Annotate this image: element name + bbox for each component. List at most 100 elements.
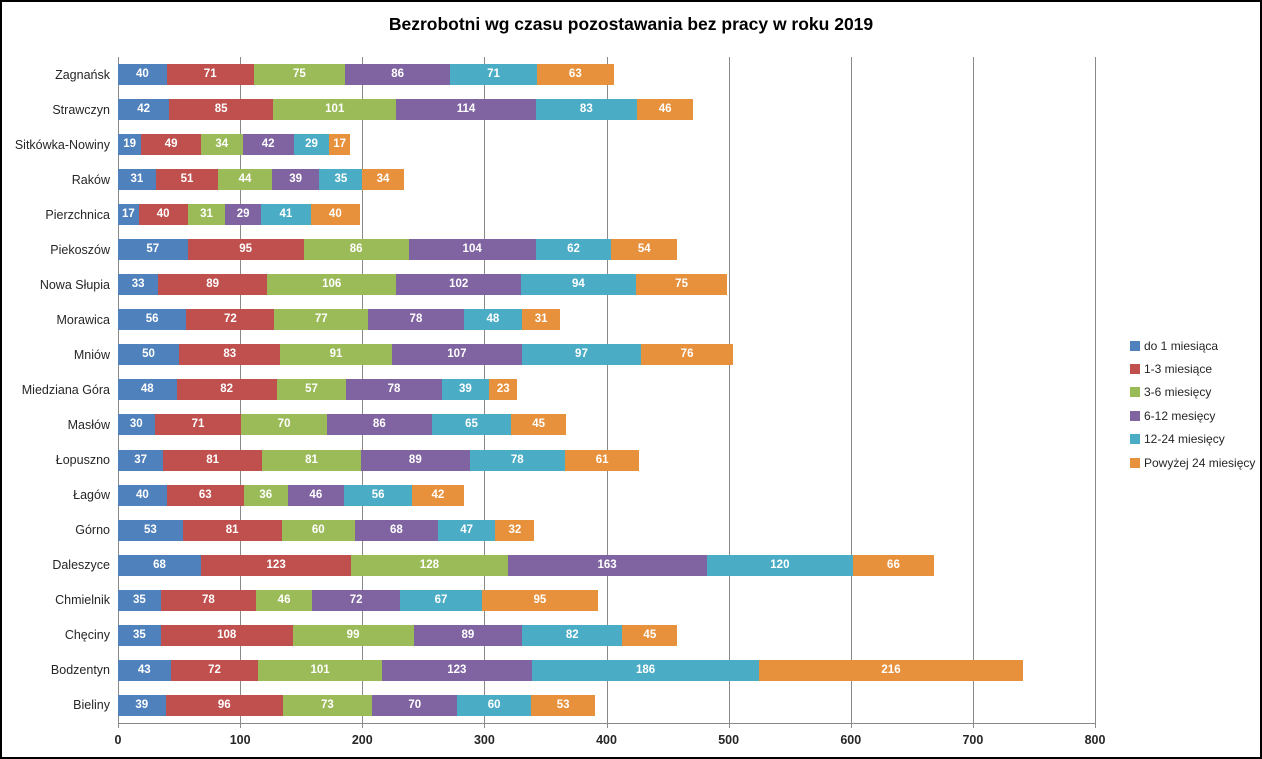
value-label: 83 <box>223 348 237 361</box>
bar-segment: 35 <box>118 589 161 611</box>
bar-segment: 49 <box>141 134 202 156</box>
bar-segment: 33 <box>118 274 159 296</box>
stacked-bar: 39 96 73 70 60 53 <box>118 694 596 716</box>
value-label: 82 <box>565 628 579 641</box>
x-tick-label: 200 <box>351 733 373 747</box>
value-label: 50 <box>142 348 155 361</box>
bar-segment: 120 <box>706 554 854 576</box>
bar-segment: 48 <box>463 309 523 331</box>
category-label: Chęciny <box>64 628 110 643</box>
bar-segment: 40 <box>138 204 188 226</box>
bar-segment: 50 <box>118 344 180 366</box>
x-tick-label: 800 <box>1084 733 1106 747</box>
bar-segment: 32 <box>495 519 535 541</box>
value-label: 70 <box>277 418 291 431</box>
value-label: 123 <box>266 558 286 571</box>
stacked-bar: 42 85 101 114 83 46 <box>118 99 694 121</box>
value-label: 40 <box>328 208 342 221</box>
bar-segment: 31 <box>522 309 561 331</box>
value-label: 216 <box>881 663 901 676</box>
bar-segment: 72 <box>170 659 259 681</box>
bar-segment: 89 <box>158 274 267 296</box>
value-label: 39 <box>289 173 303 186</box>
bar-segment: 99 <box>292 624 414 646</box>
bar-segment: 66 <box>853 554 934 576</box>
bar-segment: 91 <box>280 344 392 366</box>
bar-segment: 65 <box>431 414 512 436</box>
bar-segment: 86 <box>326 414 432 436</box>
value-label: 54 <box>637 243 651 256</box>
bar-segment: 186 <box>531 659 760 681</box>
bar-segment: 29 <box>225 204 261 226</box>
bar-segment: 82 <box>176 379 277 401</box>
bar-segment: 61 <box>564 449 640 471</box>
value-label: 56 <box>145 313 159 326</box>
value-label: 99 <box>346 628 360 641</box>
value-label: 120 <box>770 558 790 571</box>
bar-segment: 39 <box>271 169 320 191</box>
bar-segment: 68 <box>354 519 438 541</box>
bar-segment: 53 <box>118 519 183 541</box>
bar-segment: 31 <box>187 204 226 226</box>
bar-segment: 216 <box>759 659 1023 681</box>
legend-swatch <box>1130 340 1140 351</box>
category-label: Miedziana Góra <box>21 382 110 397</box>
category-label: Sitkówka-Nowiny <box>14 137 110 152</box>
value-label: 86 <box>349 243 363 256</box>
value-label: 78 <box>201 593 215 606</box>
category-label: Pierzchnica <box>45 207 110 222</box>
bar-row: 43 72 101 123 186 216 <box>118 653 1095 688</box>
stacked-bar: 19 49 34 42 29 17 <box>118 134 350 156</box>
x-axis-tick <box>484 723 486 728</box>
value-label: 34 <box>376 173 390 186</box>
value-label: 39 <box>459 383 472 396</box>
x-axis-tick <box>850 723 852 728</box>
bar-segment: 94 <box>520 274 636 296</box>
value-label: 89 <box>206 278 220 291</box>
stacked-bar: 37 81 81 89 78 61 <box>118 449 640 471</box>
category-label: Chmielnik <box>55 593 110 608</box>
bar-segment: 40 <box>118 484 167 506</box>
value-label: 70 <box>408 698 422 711</box>
value-label: 101 <box>310 663 330 676</box>
bar-segment: 89 <box>360 449 470 471</box>
value-label: 57 <box>305 383 318 396</box>
bar-segment: 102 <box>396 274 521 296</box>
value-label: 31 <box>130 173 144 186</box>
stacked-bar: 35 108 99 89 82 45 <box>118 624 678 646</box>
value-label: 42 <box>261 138 275 151</box>
legend-item: 6-12 mesięcy <box>1130 404 1255 427</box>
value-label: 53 <box>143 523 157 536</box>
gridline <box>606 57 608 723</box>
bar-segment: 97 <box>522 344 641 366</box>
value-label: 39 <box>135 698 149 711</box>
bar-segment: 77 <box>274 309 369 331</box>
bar-segment: 34 <box>362 169 404 191</box>
bar-segment: 44 <box>218 169 272 191</box>
bar-segment: 39 <box>441 379 490 401</box>
legend-swatch <box>1130 410 1140 421</box>
value-label: 114 <box>456 103 476 116</box>
bar-row: 56 72 77 78 48 31 <box>118 302 1095 337</box>
bar-segment: 17 <box>329 134 350 156</box>
value-label: 29 <box>305 138 318 151</box>
x-axis-tick <box>728 723 730 728</box>
value-label: 42 <box>431 488 445 501</box>
x-tick-label: 0 <box>114 733 122 747</box>
bar-segment: 89 <box>413 624 523 646</box>
value-label: 71 <box>191 418 205 431</box>
value-label: 95 <box>533 593 547 606</box>
bar-segment: 31 <box>118 169 156 191</box>
value-label: 82 <box>220 383 234 396</box>
value-label: 78 <box>510 453 524 466</box>
x-axis-tick <box>972 723 974 728</box>
legend-label: 12-24 miesięcy <box>1144 432 1225 447</box>
x-tick-label: 100 <box>229 733 251 747</box>
bar-segment: 54 <box>611 239 678 261</box>
gridline <box>972 57 974 723</box>
bar-rows: 40 71 75 86 71 63 42 85 101 114 83 46 19 49 34 42 29 17 31… <box>118 57 1095 723</box>
bar-segment: 78 <box>346 379 442 401</box>
bar-row: 19 49 34 42 29 17 <box>118 127 1095 162</box>
bar-segment: 67 <box>400 589 482 611</box>
